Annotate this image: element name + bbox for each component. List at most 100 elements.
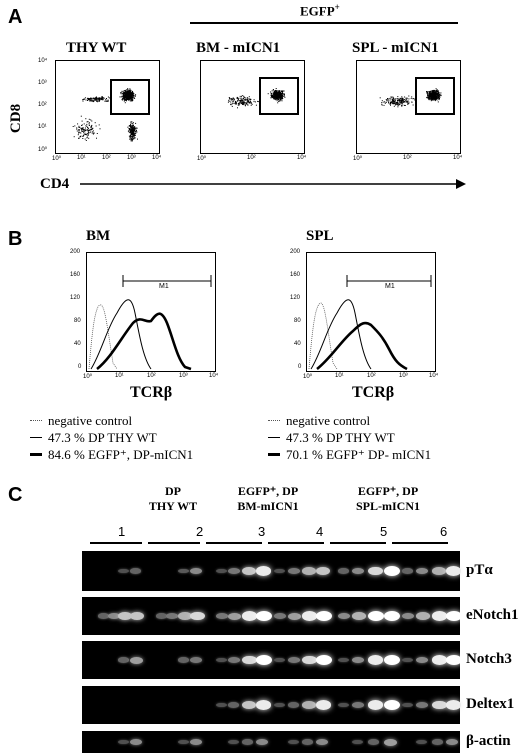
a2-xtick-4: 10⁴ <box>297 155 307 161</box>
gel-band <box>338 568 350 574</box>
gel-band <box>384 655 400 665</box>
legend-swatch-thick <box>268 453 280 456</box>
gel-band <box>228 739 239 745</box>
gel-band <box>274 613 286 619</box>
gel-band <box>118 611 133 621</box>
gel-band <box>302 655 317 665</box>
histogram-bm-curves <box>88 275 212 371</box>
plot-b2-title: SPL <box>306 228 334 244</box>
legend-text: negative control <box>48 412 133 428</box>
legend-item: 47.3 % DP THY WT <box>30 429 240 446</box>
gel-band <box>108 612 121 620</box>
gel-band <box>178 739 189 745</box>
legend-left: negative control 47.3 % DP THY WT 84.6 %… <box>30 412 240 463</box>
gel-band <box>256 655 272 665</box>
gel-band <box>130 611 145 621</box>
gel-band <box>190 567 203 575</box>
gel-band <box>368 700 384 710</box>
gel-band <box>130 738 143 746</box>
b1-xtick-0: 10⁰ <box>83 374 93 380</box>
gel-band <box>288 612 301 620</box>
a-ytick-1: 10¹ <box>38 124 47 130</box>
gel-band <box>274 702 285 708</box>
gel-band <box>352 612 366 620</box>
b2-ytick-200: 200 <box>290 249 301 255</box>
gel-band <box>402 657 413 663</box>
group-1-line2: THY WT <box>148 499 198 513</box>
gel-band <box>228 568 240 574</box>
gate-label-m1: M1 <box>159 283 169 290</box>
gel-band <box>316 700 332 710</box>
legend-item: negative control <box>268 412 478 429</box>
legend-swatch-dotted <box>268 420 280 421</box>
gel-band <box>118 657 130 663</box>
gel-band <box>190 738 203 746</box>
gel-band <box>98 613 110 619</box>
a-xtick-1: 10¹ <box>77 155 86 161</box>
b2-xtick-1: 10¹ <box>335 373 344 379</box>
legend-text: 47.3 % DP THY WT <box>286 429 395 445</box>
a-ytick-4: 10⁴ <box>38 58 48 64</box>
lane-bar-6 <box>392 542 448 544</box>
histogram-spl-curves <box>308 275 432 371</box>
gel-band <box>384 566 400 576</box>
gene-label-betaactin: β-actin <box>466 733 511 749</box>
b1-ytick-40: 40 <box>74 341 81 347</box>
gel-band <box>118 739 129 745</box>
plot-b1-title: BM <box>86 228 111 244</box>
gel-band <box>368 655 384 665</box>
lane-number-3: 3 <box>258 524 266 539</box>
gel-band <box>352 702 364 708</box>
gel-band <box>216 702 227 708</box>
b2-xtick-0: 10⁰ <box>303 374 313 380</box>
panel-a-letter: A <box>8 6 23 28</box>
gene-label-notch3: Notch3 <box>466 651 512 667</box>
plot-a1-title: THY WT <box>66 40 127 56</box>
a-ytick-3: 10³ <box>38 80 47 86</box>
gel-band <box>416 702 428 708</box>
gel-band <box>402 702 413 708</box>
b2-ytick-0: 0 <box>298 364 302 370</box>
b2-ytick-80: 80 <box>294 318 301 324</box>
a-xtick-3: 10³ <box>127 155 136 161</box>
gel-band <box>384 700 400 710</box>
gel-band <box>402 568 414 574</box>
gel-band <box>242 739 254 745</box>
gel-band <box>216 568 227 574</box>
gel-band <box>256 738 269 746</box>
a-ytick-0: 10⁰ <box>38 147 48 153</box>
gel-row-deltex1 <box>82 686 462 724</box>
legend-swatch-thin <box>30 437 42 438</box>
group-2-header: EGFP⁺, DP BM-mICN1 <box>218 484 318 514</box>
gel-band <box>302 567 316 575</box>
x-axis-label-cd4: CD4 <box>40 176 70 192</box>
a-ytick-2: 10² <box>38 102 47 108</box>
gel-band <box>178 657 190 663</box>
gel-band <box>316 611 332 621</box>
gel-band <box>302 739 314 745</box>
a-xtick-2: 10² <box>102 155 111 161</box>
a3-xtick-0: 10⁰ <box>353 156 363 162</box>
gel-band <box>216 613 228 619</box>
gel-row-enotch1 <box>82 597 462 635</box>
b1-ytick-160: 160 <box>70 272 81 278</box>
gel-band <box>216 657 227 663</box>
gel-band <box>166 613 178 619</box>
b1-ytick-80: 80 <box>74 318 81 324</box>
b1-xlabel: TCRβ <box>130 384 173 401</box>
gel-band <box>432 739 444 745</box>
legend-item: 70.1 % EGFP⁺ DP- mICN1 <box>268 446 478 463</box>
lane-bar-1 <box>90 542 142 544</box>
gel-band <box>316 738 329 746</box>
group-1-line1: DP <box>165 484 181 498</box>
gel-band <box>316 655 332 665</box>
b2-xtick-4: 10⁴ <box>429 373 439 379</box>
gel-row-notch3 <box>82 641 462 679</box>
legend-swatch-thick <box>30 453 42 456</box>
gel-band <box>228 612 241 620</box>
gel-band <box>190 657 202 663</box>
legend-item: negative control <box>30 412 240 429</box>
gel-band <box>178 568 189 574</box>
gel-band <box>432 611 448 621</box>
b1-xtick-4: 10⁴ <box>209 373 219 379</box>
